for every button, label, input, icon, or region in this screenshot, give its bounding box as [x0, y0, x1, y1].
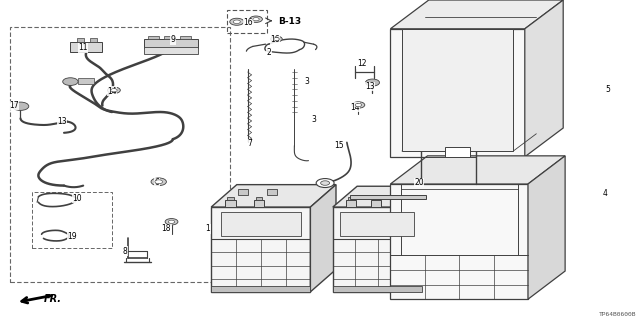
Bar	[267, 189, 277, 195]
Circle shape	[234, 20, 241, 23]
Polygon shape	[422, 186, 447, 292]
Text: 19: 19	[67, 232, 77, 241]
Circle shape	[111, 89, 117, 92]
Bar	[390, 29, 525, 157]
Polygon shape	[211, 185, 336, 207]
Text: 2: 2	[266, 48, 271, 57]
Text: 5: 5	[605, 85, 611, 94]
Bar	[148, 36, 159, 39]
Bar	[70, 42, 102, 52]
Bar	[254, 200, 264, 207]
Circle shape	[155, 180, 163, 184]
Bar	[348, 197, 354, 200]
Bar	[164, 36, 175, 39]
Bar	[225, 200, 236, 207]
Text: FR.: FR.	[44, 293, 61, 304]
Text: 1: 1	[205, 224, 211, 233]
Polygon shape	[525, 0, 563, 157]
Text: 14: 14	[107, 87, 117, 96]
Text: 6: 6	[154, 178, 159, 187]
Bar	[211, 207, 310, 292]
Circle shape	[165, 219, 178, 225]
Polygon shape	[390, 0, 563, 29]
Text: 4: 4	[602, 189, 607, 198]
Bar	[180, 36, 191, 39]
Text: 12: 12	[357, 60, 366, 68]
Circle shape	[108, 87, 120, 93]
Bar	[333, 286, 422, 292]
Text: 14: 14	[350, 103, 360, 112]
Text: 16: 16	[243, 18, 253, 27]
Bar	[346, 200, 356, 207]
Text: TP64B0600B: TP64B0600B	[599, 312, 637, 317]
Bar	[90, 38, 97, 42]
Bar	[77, 38, 84, 42]
Text: 3: 3	[305, 77, 310, 86]
Bar	[373, 197, 380, 200]
Circle shape	[316, 179, 334, 188]
Circle shape	[250, 16, 262, 22]
Circle shape	[365, 79, 380, 86]
Bar	[349, 195, 426, 199]
Text: 13: 13	[365, 82, 375, 91]
Text: 8: 8	[122, 247, 127, 256]
Text: 20: 20	[414, 178, 424, 187]
Text: 11: 11	[79, 44, 88, 52]
Bar	[256, 197, 262, 200]
Bar	[390, 184, 528, 299]
Circle shape	[230, 18, 244, 25]
Circle shape	[12, 102, 29, 110]
Circle shape	[352, 102, 365, 108]
Circle shape	[151, 178, 166, 186]
Bar	[211, 286, 310, 292]
Polygon shape	[528, 156, 565, 299]
Circle shape	[271, 36, 282, 42]
Bar	[144, 47, 198, 54]
Text: 17: 17	[9, 101, 19, 110]
Text: 7: 7	[247, 140, 252, 148]
Polygon shape	[333, 186, 447, 207]
Text: B-13: B-13	[278, 17, 301, 26]
Bar	[445, 147, 470, 157]
Bar	[340, 212, 414, 236]
Circle shape	[253, 18, 259, 21]
Text: 13: 13	[57, 117, 67, 126]
Text: 3: 3	[311, 116, 316, 124]
Circle shape	[168, 220, 175, 223]
Text: 16: 16	[270, 36, 280, 44]
Polygon shape	[390, 156, 565, 184]
Text: 18: 18	[162, 224, 171, 233]
Bar	[238, 189, 248, 195]
Text: 15: 15	[334, 141, 344, 150]
Bar	[333, 207, 422, 292]
Circle shape	[63, 78, 78, 85]
Bar	[144, 39, 198, 48]
Text: 9: 9	[170, 36, 175, 44]
Polygon shape	[310, 185, 336, 292]
Text: 10: 10	[72, 194, 82, 203]
Bar	[221, 212, 301, 236]
Circle shape	[274, 38, 280, 41]
Bar	[227, 197, 234, 200]
Bar	[371, 200, 381, 207]
Bar	[402, 29, 513, 151]
Bar	[78, 78, 94, 84]
Circle shape	[355, 103, 362, 107]
Circle shape	[321, 181, 330, 185]
